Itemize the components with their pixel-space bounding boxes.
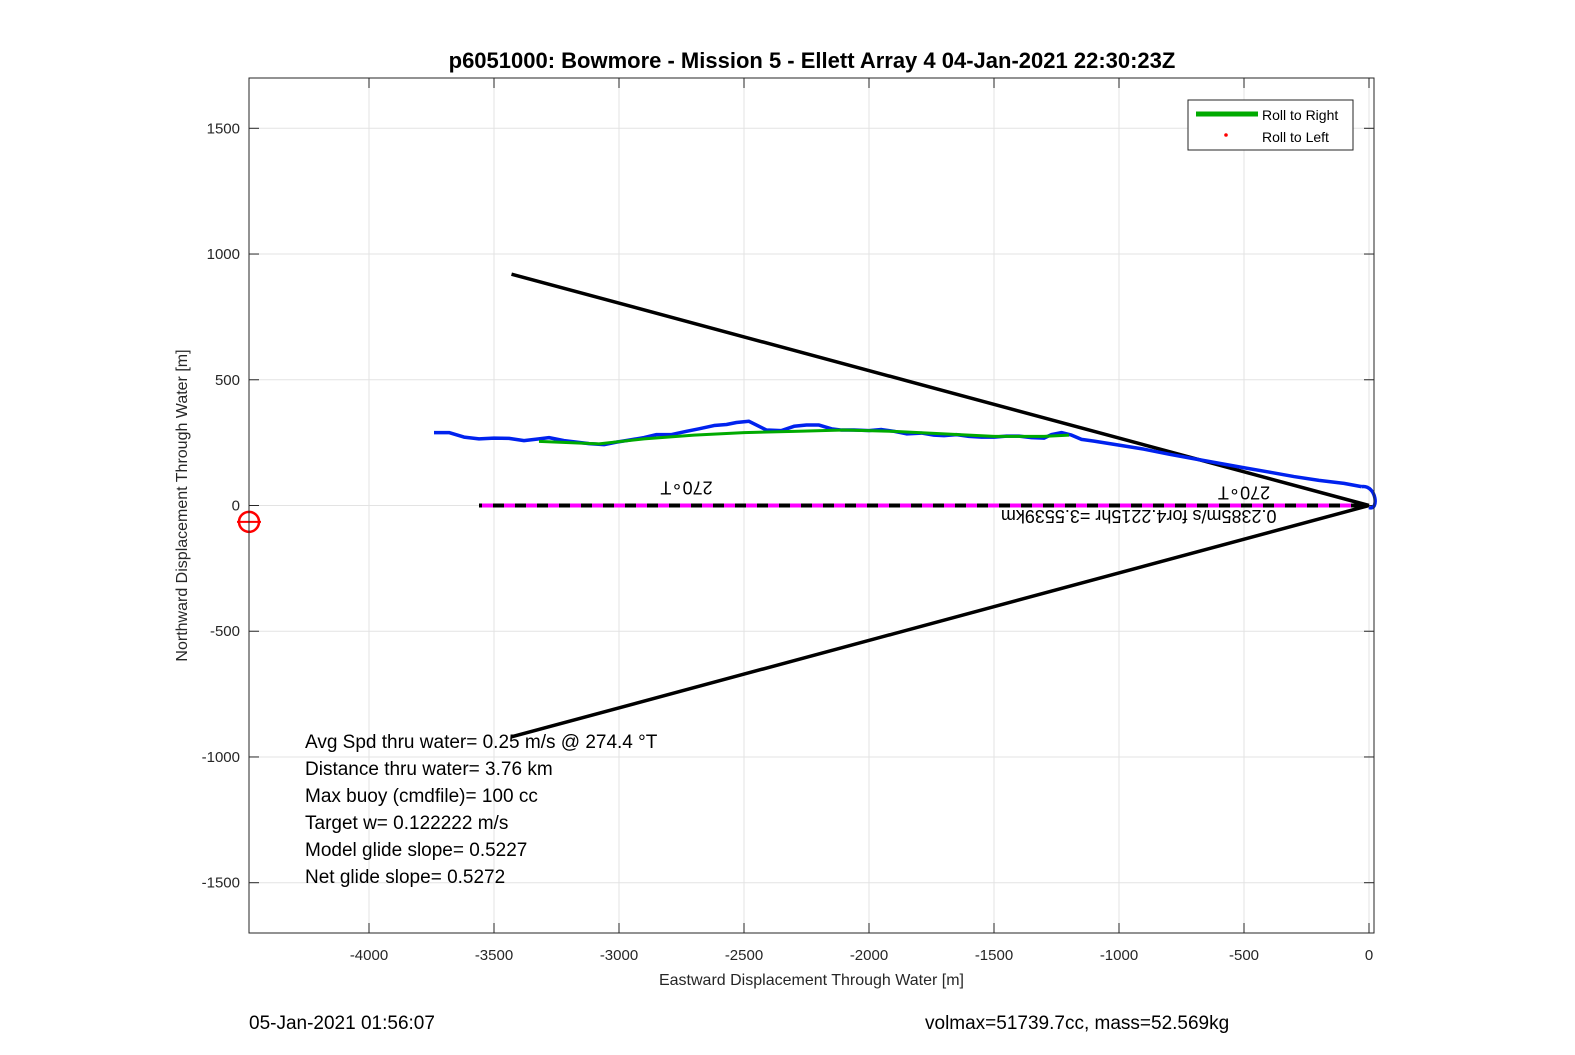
- legend-dot-roll-left: [1224, 133, 1228, 137]
- stat-avg-speed: Avg Spd thru water= 0.25 m/s @ 274.4 °T: [305, 732, 658, 753]
- y-tick-label: -1500: [202, 875, 240, 892]
- bearing-line-lower: [511, 503, 1370, 739]
- x-tick-label: -500: [1229, 947, 1259, 964]
- y-tick-label: 0: [232, 498, 240, 515]
- annotation-layer: 270∘T 270∘T 0.2385m/s for4.2215hr =3.553…: [660, 478, 1276, 526]
- x-tick-label: -3000: [600, 947, 638, 964]
- stats-block: Avg Spd thru water= 0.25 m/s @ 274.4 °T …: [305, 732, 658, 888]
- stat-distance: Distance thru water= 3.76 km: [305, 759, 553, 780]
- heading-label-left: 270∘T: [660, 478, 712, 498]
- footer-timestamp: 05-Jan-2021 01:56:07: [249, 1013, 435, 1034]
- stat-model-glide-slope: Model glide slope= 0.5227: [305, 840, 527, 861]
- x-tick-label: 0: [1365, 947, 1373, 964]
- stat-net-glide-slope: Net glide slope= 0.5272: [305, 867, 505, 888]
- x-tick-label: -1500: [975, 947, 1013, 964]
- y-tick-label: 1500: [207, 120, 240, 137]
- legend-label-roll-left: Roll to Left: [1262, 129, 1329, 145]
- y-tick-label: 1000: [207, 246, 240, 263]
- bearing-line-upper: [511, 272, 1370, 508]
- x-tick-label: -2000: [850, 947, 888, 964]
- trajectory-layer: [237, 272, 1377, 739]
- roll-right-series: [538, 428, 1070, 446]
- chart-title: p6051000: Bowmore - Mission 5 - Ellett A…: [449, 48, 1176, 73]
- footer-volmax-mass: volmax=51739.7cc, mass=52.569kg: [925, 1013, 1229, 1034]
- y-tick-label: -500: [210, 623, 240, 640]
- plot-frame: [248, 77, 1375, 934]
- x-tick-label: -4000: [350, 947, 388, 964]
- x-tick-label: -3500: [475, 947, 513, 964]
- stat-target-w: Target w= 0.122222 m/s: [305, 813, 508, 834]
- y-axis-ticks: -1500 -1000 -500 0 500 1000 1500: [202, 120, 1374, 892]
- x-axis-ticks: -4000 -3500 -3000 -2500 -2000 -1500 -1000 -500 0: [350, 78, 1373, 964]
- x-tick-label: -1000: [1100, 947, 1138, 964]
- y-tick-label: 500: [215, 372, 240, 389]
- legend-box: [1187, 99, 1354, 151]
- x-tick-label: -2500: [725, 947, 763, 964]
- legend[interactable]: Roll to Right Roll to Left: [1187, 99, 1354, 151]
- stat-max-buoy: Max buoy (cmdfile)= 100 cc: [305, 786, 538, 807]
- y-axis-label: Northward Displacement Through Water [m]: [174, 349, 191, 661]
- heading-label-right: 270∘T: [1218, 483, 1270, 503]
- legend-label-roll-right: Roll to Right: [1262, 107, 1338, 123]
- y-tick-label: -1000: [202, 749, 240, 766]
- x-axis-label: Eastward Displacement Through Water [m]: [659, 972, 964, 989]
- trajectory-end-loop: [1361, 484, 1377, 510]
- speed-distance-label: 0.2385m/s for4.2215hr =3.5539km: [1001, 506, 1277, 526]
